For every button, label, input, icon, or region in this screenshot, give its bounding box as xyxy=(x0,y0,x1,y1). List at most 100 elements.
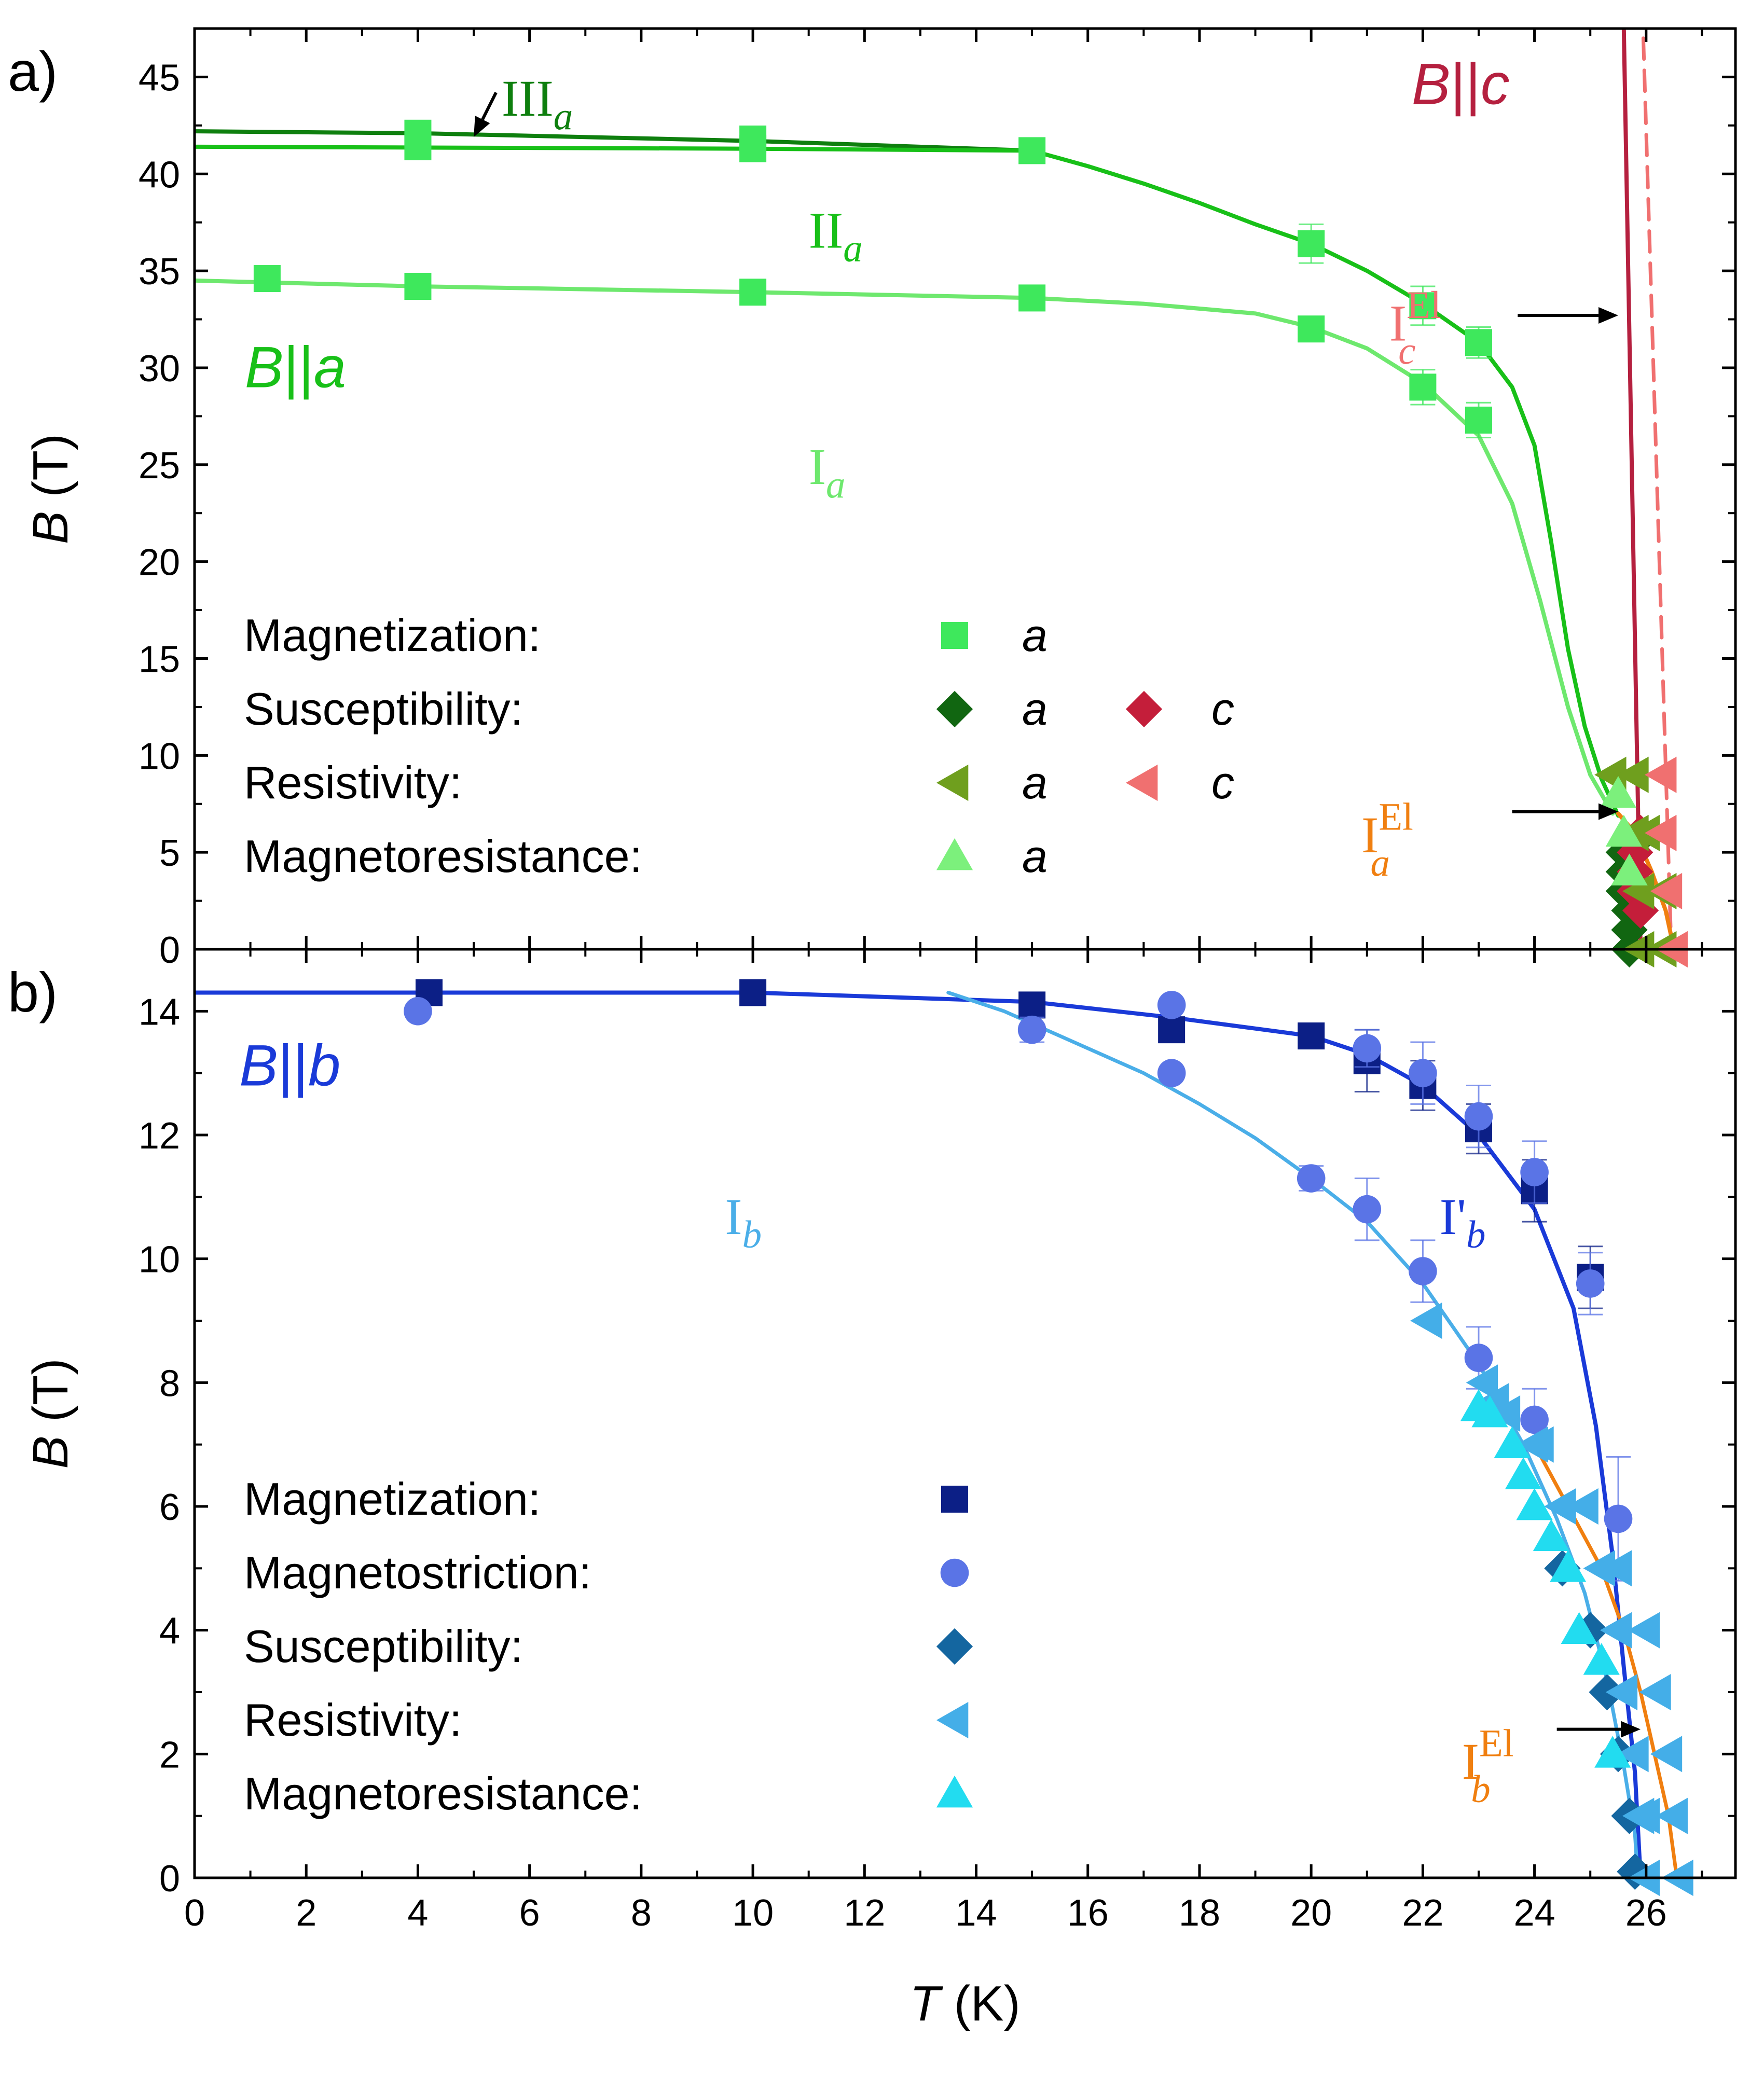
panel-a-arrow-2 xyxy=(1512,803,1619,820)
legend-label: Magnetoresistance: xyxy=(244,1768,642,1819)
panel-b-point-s3-7 xyxy=(1566,1488,1598,1525)
panel-a-point-s0-1 xyxy=(404,273,432,300)
legend-marker xyxy=(936,1775,973,1808)
panel-a-ticks: 0 5 10 15 20 25 30 35 40 45 xyxy=(139,29,1735,971)
panel-b-point-s4-6 xyxy=(1550,1550,1587,1582)
panel-b-point-s4-7 xyxy=(1561,1612,1597,1644)
y-tick-label: 5 xyxy=(159,833,180,874)
y-tick-label: 0 xyxy=(159,930,180,971)
legend-marker xyxy=(936,1701,969,1739)
panel-a-point-s0-8 xyxy=(1409,292,1437,320)
legend-item-text: a xyxy=(1022,683,1048,735)
panel-a-line-1 xyxy=(195,144,1620,818)
legend-label: Resistivity: xyxy=(244,1694,462,1746)
panel-b-point-s3-9 xyxy=(1600,1550,1632,1587)
x-tick-label: 8 xyxy=(631,1892,652,1934)
legend-marker xyxy=(941,622,968,649)
panel-a-annotation-1: IIa xyxy=(809,201,863,270)
panel-a-point-s3-4 xyxy=(1622,873,1655,909)
y-tick-label: 25 xyxy=(139,445,180,487)
panel-b-point-s1-6 xyxy=(1409,1257,1437,1285)
panel-b-arrow-0 xyxy=(1556,1721,1641,1738)
legend-marker xyxy=(936,764,969,801)
panel-a-annotation-0: IIIa xyxy=(502,70,573,138)
panel-b-frame xyxy=(193,948,1737,1879)
y-tick-label: 15 xyxy=(139,639,180,680)
panel-b-data-points xyxy=(404,979,1693,1897)
panel-b-point-s4-9 xyxy=(1594,1736,1631,1768)
y-tick-label: 14 xyxy=(139,991,180,1033)
panel-b-point-s1-2 xyxy=(1157,991,1186,1019)
panel-b-annotation-0: B||b xyxy=(239,1033,340,1098)
legend-label: Magnetization: xyxy=(244,610,541,661)
panel-b-point-s1-8 xyxy=(1520,1405,1549,1434)
legend-label: Susceptibility: xyxy=(244,683,523,735)
y-tick-label: 6 xyxy=(159,1487,180,1528)
panel-a-arrow-1 xyxy=(1518,307,1619,324)
panel-a-point-s4-2 xyxy=(1650,873,1683,909)
panel-b-point-s1-10 xyxy=(1409,1059,1437,1087)
legend-label: Magnetoresistance: xyxy=(244,831,642,882)
y-tick-label: 2 xyxy=(159,1734,180,1776)
panel-b-point-s0-1 xyxy=(739,979,767,1006)
legend-marker xyxy=(936,1628,973,1665)
legend-item-text: a xyxy=(1022,610,1048,661)
panel-b-point-s1-7 xyxy=(1464,1344,1493,1372)
panel-a-line-3 xyxy=(1621,29,1643,949)
legend-label: Susceptibility: xyxy=(244,1621,523,1672)
panel-a-point-s0-3 xyxy=(1018,284,1046,312)
panel-b-point-s1-0 xyxy=(404,997,432,1026)
legend-marker xyxy=(1125,690,1163,728)
panel-a-point-s0-5 xyxy=(1409,373,1437,401)
legend-item-text: a xyxy=(1022,831,1048,882)
panel-a-legend: Magnetization: a Susceptibility: a c Resistiv… xyxy=(244,610,1234,882)
legend-marker xyxy=(936,838,973,870)
panel-b-point-s4-2 xyxy=(1494,1426,1531,1458)
panel-b-point-s0-3 xyxy=(1158,1016,1186,1044)
x-tick-label: 26 xyxy=(1625,1892,1667,1934)
y-tick-label: 4 xyxy=(159,1611,180,1652)
panel-a-point-s3-3 xyxy=(1628,814,1660,851)
legend-marker xyxy=(941,1486,968,1513)
x-tick-label: 6 xyxy=(519,1892,540,1934)
panel-b-point-s3-11 xyxy=(1628,1612,1660,1649)
panel-a-data-points xyxy=(253,119,1688,968)
panel-b-point-s3-15 xyxy=(1650,1736,1683,1773)
panel-a-point-s0-2 xyxy=(739,279,767,306)
panel-a-point-s0-7 xyxy=(1298,230,1325,257)
panel-a-label: a) xyxy=(8,40,58,103)
y-tick-label: 8 xyxy=(159,1363,180,1404)
panel-a-y-axis-label: B (T) xyxy=(23,434,78,544)
panel-b-annotation-1: Ib xyxy=(725,1188,762,1256)
panel-a-point-s5-0 xyxy=(1600,776,1637,808)
y-tick-label: 45 xyxy=(139,57,180,99)
panel-a-line-0 xyxy=(195,129,1035,153)
legend-marker xyxy=(936,690,973,728)
panel-b-point-s4-8 xyxy=(1583,1643,1620,1675)
x-tick-label: 16 xyxy=(1067,1892,1109,1934)
panel-b-point-s1-13 xyxy=(1576,1269,1605,1298)
legend-marker xyxy=(1125,764,1158,801)
panel-a-arrow-0 xyxy=(474,91,498,137)
panel-a-line-4 xyxy=(1641,36,1673,949)
x-tick-label: 12 xyxy=(844,1892,885,1934)
x-tick-label: 22 xyxy=(1402,1892,1443,1934)
panel-b-point-s1-1 xyxy=(1017,1015,1046,1044)
x-tick-label: 2 xyxy=(296,1892,316,1934)
panel-a-line-2 xyxy=(195,278,1615,816)
panel-b-point-s3-14 xyxy=(1617,1736,1649,1773)
panel-a-fit-lines xyxy=(195,29,1676,949)
legend-label: Resistivity: xyxy=(244,757,462,808)
x-tick-label: 20 xyxy=(1290,1892,1332,1934)
panel-b-point-s1-14 xyxy=(1604,1504,1633,1533)
panel-b-point-s3-3 xyxy=(1488,1395,1521,1432)
panel-b-label: b) xyxy=(8,961,58,1023)
panel-b-point-s1-9 xyxy=(1353,1034,1382,1063)
panel-b-annotation-2: I'b xyxy=(1440,1188,1486,1256)
panel-b-point-s1-3 xyxy=(1157,1059,1186,1087)
panel-b-point-s3-18 xyxy=(1656,1797,1688,1834)
legend-label: Magnetostriction: xyxy=(244,1547,591,1598)
legend-item-text: c xyxy=(1211,757,1234,808)
